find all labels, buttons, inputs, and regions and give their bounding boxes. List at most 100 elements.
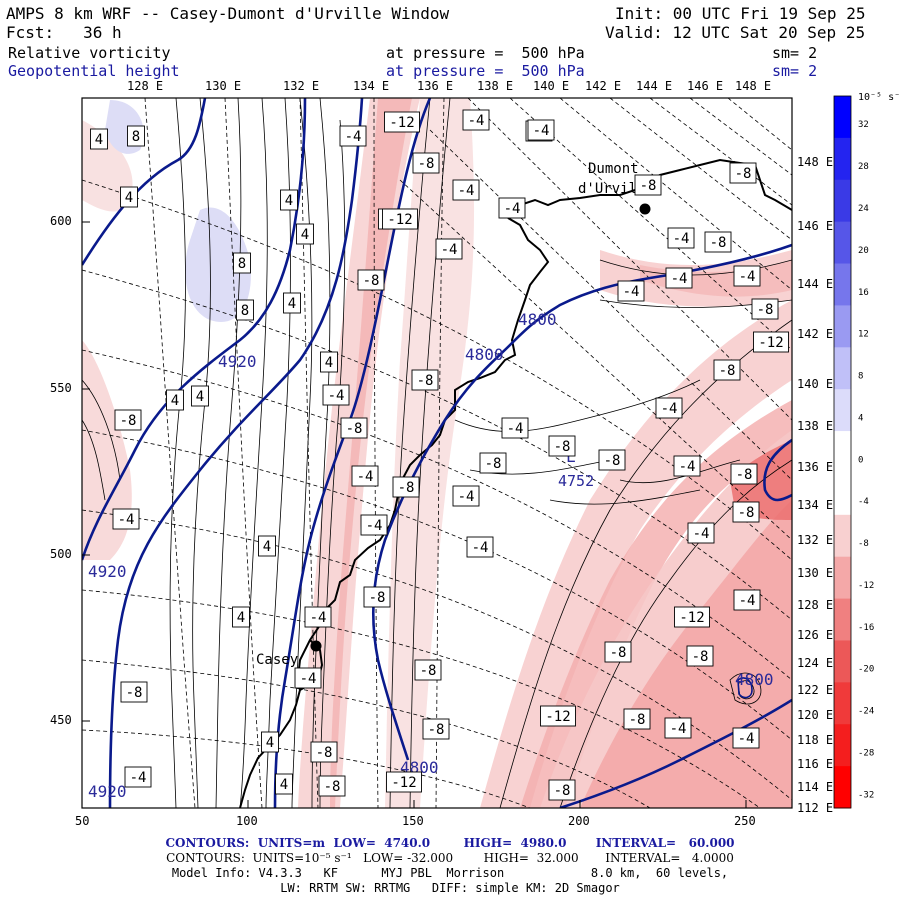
svg-text:4: 4 [95,132,103,148]
colorbar-swatch [834,472,851,516]
colorbar-swatch [834,137,851,181]
vorticity-contour-info: CONTOURS: UNITS=10⁻⁵ s⁻¹ LOW= -32.000 HI… [166,851,734,865]
top-longitude-label: 136 E [417,79,454,93]
colorbar-swatch [834,347,851,390]
svg-text:8: 8 [241,303,249,319]
height-label: 4920 [88,562,127,581]
right-longitude-label: 114 E [797,780,834,794]
colorbar-label: -24 [858,707,874,717]
svg-text:-4: -4 [739,593,756,609]
vorticity-value-label: 4 [232,606,250,628]
colorbar-label: 0 [858,455,863,465]
svg-text:4: 4 [285,193,293,209]
vorticity-value-label: -8 [604,641,632,663]
colorbar-label: 16 [858,288,869,298]
colorbar-swatch [834,431,851,474]
vorticity-value-label: -8 [318,775,346,797]
vorticity-value-label: -12 [386,771,422,793]
svg-text:-4: -4 [533,123,550,139]
vorticity-value-label: -8 [357,269,385,291]
right-longitude-label: 124 E [797,656,834,670]
top-longitude-label: 128 E [127,79,164,93]
model-info: Model Info: V4.3.3 KF MYJ PBL Morrison 8… [171,866,729,880]
top-longitude-label: 130 E [205,79,242,93]
vorticity-value-label: -8 [412,152,440,174]
svg-text:4: 4 [171,393,179,409]
svg-text:-4: -4 [458,183,475,199]
top-longitude-label: 148 E [735,79,772,93]
colorbar-swatch [834,556,851,600]
map-title: AMPS 8 km WRF -- Casey-Dumont d'Urville … [6,4,450,23]
colorbar-label: 24 [858,204,869,214]
colorbar-label: -12 [858,581,874,591]
vorticity-value-label: -4 [498,197,526,219]
vorticity-value-label: -8 [411,369,439,391]
field2-level: at pressure = 500 hPa [386,62,585,80]
svg-text:4: 4 [263,539,271,555]
svg-text:-4: -4 [623,284,640,300]
svg-text:4: 4 [196,389,204,405]
vorticity-value-label: -4 [527,119,555,141]
colorbar-swatch [834,724,851,767]
svg-text:8: 8 [238,256,246,272]
vorticity-value-label: -12 [540,705,576,727]
height-label: 4800 [518,310,557,329]
colorbar-swatch [834,640,851,683]
svg-text:-8: -8 [369,590,386,606]
svg-text:-12: -12 [758,335,783,351]
vorticity-value-label: -8 [479,452,507,474]
svg-text:-4: -4 [345,129,362,145]
colorbar-label: 12 [858,330,869,340]
vorticity-value-label: -8 [310,741,338,763]
colorbar-swatch [834,682,851,725]
y-tick-label: 450 [50,713,72,727]
station-dumont-durville-marker [639,203,651,215]
top-longitude-label: 134 E [353,79,390,93]
colorbar-label: -32 [858,790,874,800]
vorticity-value-label: -8 [732,501,760,523]
vorticity-value-label: 8 [233,252,251,274]
svg-text:4: 4 [237,610,245,626]
vorticity-value-label: -4 [732,727,760,749]
vorticity-value-label: -4 [452,485,480,507]
svg-text:-4: -4 [507,421,524,437]
svg-text:-12: -12 [391,775,416,791]
colorbar-label: 28 [858,162,869,172]
field1-level: at pressure = 500 hPa [386,44,585,62]
right-longitude-label: 148 E [797,155,834,169]
svg-text:-8: -8 [710,235,727,251]
vorticity-value-label: -4 [124,766,152,788]
colorbar-swatch [834,305,851,348]
low-center-mark: L [566,447,576,466]
svg-text:-8: -8 [757,302,774,318]
y-tick-marks [82,221,90,722]
vorticity-value-label: -4 [351,465,379,487]
right-longitude-label: 128 E [797,598,834,612]
vorticity-value-label: -4 [322,384,350,406]
vorticity-value-label: -8 [704,231,732,253]
vorticity-value-label: 8 [236,299,254,321]
height-label: 4920 [88,782,127,801]
svg-text:-4: -4 [679,459,696,475]
svg-text:-4: -4 [661,401,678,417]
svg-text:4: 4 [325,355,333,371]
x-tick-marks [81,800,747,808]
vorticity-value-label: 4 [296,223,314,245]
svg-text:-4: -4 [130,770,147,786]
y-tick-label: 600 [50,214,72,228]
vorticity-value-label: -8 [114,409,142,431]
vorticity-value-label: -4 [339,125,367,147]
colorbar-label: 8 [858,372,863,382]
right-longitude-label: 122 E [797,683,834,697]
svg-text:-8: -8 [629,712,646,728]
colorbar-label: 4 [858,413,863,423]
vorticity-value-label: -4 [466,536,494,558]
vorticity-value-label: -8 [392,476,420,498]
map-frame [81,97,793,809]
vorticity-value-label: -4 [664,717,692,739]
colorbar-label: -20 [858,665,874,675]
svg-text:4: 4 [280,777,288,793]
right-longitude-label: 116 E [797,757,834,771]
svg-text:-8: -8 [428,722,445,738]
